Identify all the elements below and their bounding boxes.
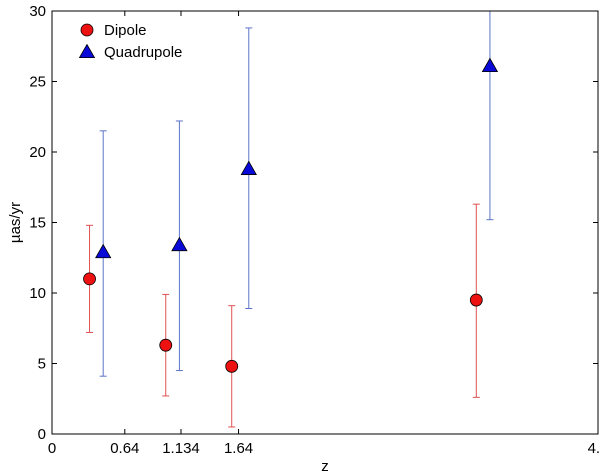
x-tick-label: 0.64 (110, 440, 139, 457)
legend-dipole-marker (80, 23, 94, 37)
markers-layer (83, 57, 499, 373)
x-tick-label: 1.64 (224, 440, 253, 457)
x-tick-label: 1.134 (162, 440, 200, 457)
plot-area-frame (51, 10, 599, 435)
dipole-point (159, 338, 173, 352)
quadrupole-point (240, 160, 257, 175)
errorbars-layer (86, 11, 494, 428)
y-tick-label: 10 (29, 285, 46, 302)
legend-label: Quadrupole (104, 44, 182, 61)
dipole-point (83, 272, 96, 286)
quadrupole-point (481, 57, 499, 73)
y-axis-label: µas/yr (7, 202, 24, 243)
y-tick-label: 0 (38, 426, 46, 443)
y-tick-label: 5 (38, 356, 46, 373)
y-tick-label: 30 (29, 3, 46, 20)
y-tick-label: 20 (29, 144, 46, 161)
dipole-point (469, 293, 483, 307)
y-tick-label: 15 (29, 215, 46, 232)
legend-label: Dipole (104, 22, 147, 39)
y-tick-label: 25 (29, 74, 46, 91)
axis-ticks: 0 5 10 15 20 25 30 0 0.64 1.134 1.64 4.8 (29, 3, 600, 457)
dipole-point (225, 359, 239, 373)
x-tick-label: 4.8 (588, 440, 600, 457)
quadrupole-point (94, 243, 112, 259)
x-axis-label: z (321, 458, 329, 474)
legend: Dipole Quadrupole (78, 22, 182, 61)
x-tick-label: 0 (48, 440, 56, 457)
quadrupole-point (171, 236, 188, 252)
legend-quadrupole-marker (78, 43, 96, 59)
